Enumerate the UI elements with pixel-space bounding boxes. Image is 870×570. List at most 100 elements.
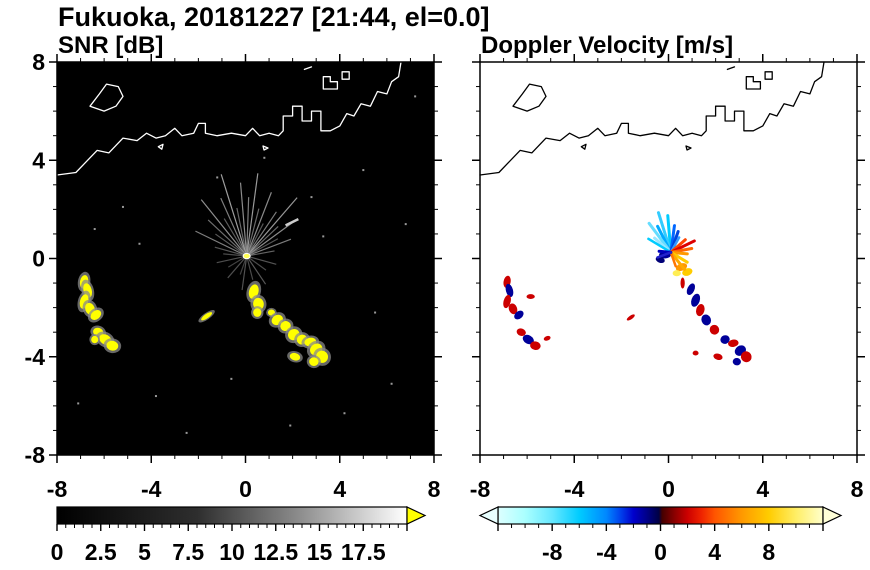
radial-streak (200, 199, 248, 257)
colorbar-over-arrow (822, 506, 843, 525)
noise-speckle (343, 412, 346, 415)
doppler-panel-canvas: -8 -4 0 4 8 (470, 54, 865, 502)
colorbar-body (497, 506, 824, 525)
radial-streak (246, 197, 298, 257)
colorbar-under-arrow (478, 506, 499, 525)
x-tick-label: -4 (564, 476, 585, 502)
noise-speckle (93, 228, 96, 231)
colorbar-label: 2.5 (85, 539, 117, 565)
colorbar-label: 10 (219, 539, 245, 565)
doppler-panel-title: Doppler Velocity [m/s] (481, 32, 734, 59)
velocity-echo (728, 339, 739, 347)
echo-core (201, 312, 213, 321)
colorbar-label: 0 (51, 539, 64, 565)
colorbar-label: 5 (138, 539, 151, 565)
radial-streak (220, 174, 248, 257)
radial-streak (246, 255, 267, 285)
noise-speckle (263, 156, 266, 159)
velocity-echo (508, 303, 518, 315)
doppler-colorbar: -8 -4 0 4 8 (478, 506, 843, 565)
noise-speckle (154, 395, 157, 398)
colorbar-label: -8 (542, 539, 563, 565)
radial-streak (246, 226, 279, 257)
velocity-echo (696, 304, 705, 317)
noise-speckle (374, 311, 377, 314)
radial-streak (246, 255, 267, 271)
x-tick-label: -8 (47, 476, 68, 502)
velocity-echo (692, 350, 699, 356)
noise-speckle (121, 205, 124, 208)
radial-streak (223, 218, 248, 257)
snr-panel-canvas: -8-8 -4 -4 0 0 4 4 8 8 (25, 49, 442, 502)
y-tick-label: 8 (32, 49, 45, 75)
x-tick-label: 0 (239, 476, 252, 502)
velocity-spike (669, 251, 677, 268)
x-tick-label: 0 (662, 476, 675, 502)
radial-streak (246, 255, 277, 265)
velocity-echo (732, 357, 741, 366)
colorbar-label: 15 (307, 539, 333, 565)
radial-streak (246, 250, 275, 257)
echo-core (289, 352, 301, 361)
echo-core (106, 340, 119, 351)
velocity-echo (691, 293, 701, 307)
radial-streak (241, 255, 248, 291)
velocity-echo (526, 294, 535, 300)
radial-streak (236, 207, 248, 257)
velocity-echo (503, 294, 511, 309)
velocity-echo (740, 351, 752, 363)
radial-streak (207, 219, 248, 257)
colorbar-label: 17.5 (341, 539, 386, 565)
velocity-echo (530, 341, 541, 351)
bright-dash (285, 217, 299, 227)
y-tick-label: -4 (25, 344, 46, 370)
echo-core (253, 308, 262, 317)
noise-speckle (362, 169, 365, 172)
velocity-echo (709, 324, 720, 335)
radial-streak (214, 246, 247, 257)
radar-center-dot (242, 252, 251, 260)
echo-core (90, 309, 102, 321)
velocity-echo (672, 270, 681, 277)
doppler-axis: -8 -4 0 4 8 (470, 54, 865, 502)
x-tick-label: 4 (756, 476, 769, 502)
noise-speckle (77, 402, 80, 405)
x-tick-label: 8 (428, 476, 441, 502)
y-tick-label: 4 (32, 147, 45, 173)
y-tick-label: 0 (32, 246, 45, 272)
colorbar-body (56, 506, 408, 525)
radial-streak (246, 218, 298, 257)
velocity-echo (514, 310, 524, 320)
figure-title: Fukuoka, 20181227 [21:44, el=0.0] (58, 2, 490, 32)
echo-core (309, 357, 319, 366)
radial-streak (246, 192, 272, 257)
radial-streak (246, 223, 264, 257)
noise-speckle (404, 223, 407, 226)
x-tick-label: -8 (470, 476, 491, 502)
velocity-spike (647, 237, 673, 254)
radial-streak (246, 238, 292, 257)
noise-speckle (216, 176, 219, 179)
radial-streak (239, 182, 248, 257)
velocity-echo (701, 314, 712, 326)
radial-streak (215, 233, 248, 257)
velocity-echo (505, 283, 514, 298)
velocity-spike (656, 251, 673, 259)
colorbar-label: 8 (762, 539, 775, 565)
x-tick-label: -4 (141, 476, 162, 502)
colorbar-label: 4 (708, 539, 721, 565)
velocity-echo (686, 283, 696, 295)
doppler-panel-background (480, 62, 857, 455)
echo-core (91, 335, 99, 344)
x-tick-label: 8 (851, 476, 864, 502)
velocity-echo (680, 277, 685, 289)
y-tick-label: -8 (25, 442, 46, 468)
snr-panel-title: SNR [dB] (58, 32, 164, 59)
colorbar-label: 7.5 (172, 539, 204, 565)
noise-speckle (230, 377, 233, 380)
colorbar-label: 0 (654, 539, 667, 565)
radial-streak (195, 230, 247, 257)
x-tick-label: 4 (333, 476, 346, 502)
radial-streak (246, 208, 260, 257)
